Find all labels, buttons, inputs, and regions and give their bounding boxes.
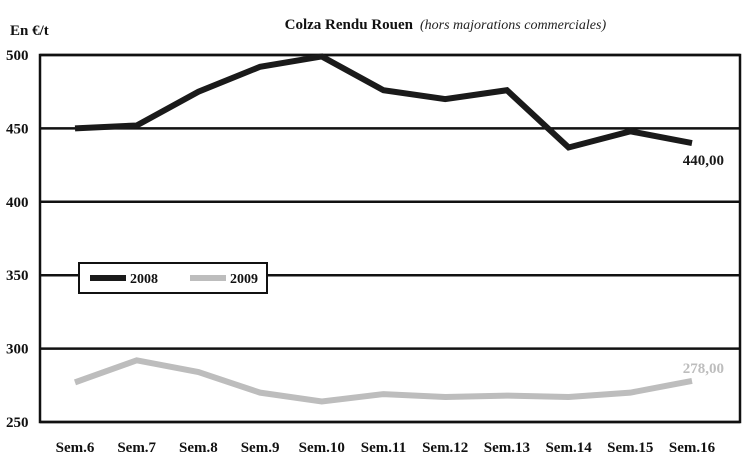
end-value-label-2008: 440,00 bbox=[683, 153, 724, 169]
series-line-2009 bbox=[73, 357, 693, 405]
y-tick-label: 300 bbox=[6, 342, 29, 358]
x-tick-label: Sem.9 bbox=[241, 440, 280, 456]
series-line-2008 bbox=[74, 53, 693, 151]
x-tick-label: Sem.8 bbox=[179, 440, 218, 456]
legend: 2008 2009 bbox=[78, 262, 268, 294]
x-tick-label: Sem.13 bbox=[484, 440, 530, 456]
x-tick-label: Sem.16 bbox=[669, 440, 716, 456]
chart-title: Colza Rendu Rouen bbox=[285, 17, 414, 33]
y-tick-label: 400 bbox=[6, 195, 29, 211]
x-tick-label: Sem.12 bbox=[422, 440, 468, 456]
legend-label-2008: 2008 bbox=[130, 272, 158, 287]
y-axis-unit-label: En €/t bbox=[10, 23, 49, 39]
y-tick-label: 350 bbox=[6, 268, 29, 284]
x-tick-labels: Sem.6 Sem.7 Sem.8 Sem.9 Sem.10 Sem.11 Sem.12 Se… bbox=[56, 440, 716, 456]
x-tick-label: Sem.10 bbox=[299, 440, 345, 456]
x-tick-label: Sem.11 bbox=[361, 440, 406, 456]
x-tick-label: Sem.14 bbox=[545, 440, 592, 456]
x-tick-label: Sem.15 bbox=[607, 440, 653, 456]
end-value-label-2009: 278,00 bbox=[683, 361, 724, 377]
y-tick-labels: 500 450 400 350 300 250 bbox=[6, 48, 29, 431]
chart-subtitle: (hors majorations commerciales) bbox=[420, 18, 606, 33]
grid-layer bbox=[38, 53, 742, 424]
y-tick-label: 450 bbox=[6, 121, 29, 137]
y-tick-label: 250 bbox=[6, 415, 29, 431]
series-layer bbox=[73, 53, 693, 405]
legend-label-2009: 2009 bbox=[230, 272, 258, 287]
x-tick-label: Sem.6 bbox=[56, 440, 95, 456]
end-labels: 440,00 278,00 bbox=[683, 153, 724, 377]
plot-frame bbox=[38, 53, 742, 424]
x-tick-label: Sem.7 bbox=[117, 440, 156, 456]
y-tick-label: 500 bbox=[6, 48, 29, 64]
